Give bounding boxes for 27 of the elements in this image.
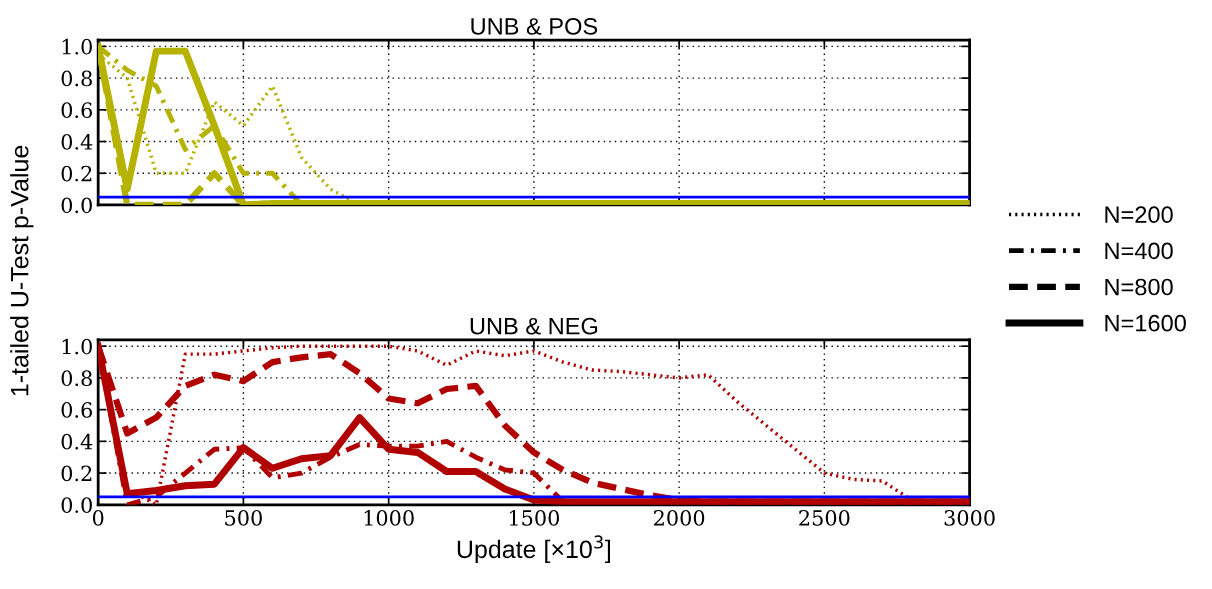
chart-title: UNB & NEG: [470, 317, 598, 335]
x-tick-label: 500: [225, 510, 262, 526]
y-tick-label: 0.2: [61, 465, 92, 482]
y-tick-label: 0.2: [61, 165, 92, 182]
text: N=200: [1105, 206, 1173, 224]
x-tick-label: 2000: [654, 510, 705, 526]
y-tick-label: 1.0: [62, 338, 92, 355]
x-axis-title: Update [×10$^{3}$]: [457, 535, 611, 564]
y-tick-label: 1.0: [62, 38, 92, 55]
y-tick-label: 0.6: [61, 102, 92, 119]
chart-title: UNB & POS: [471, 18, 598, 35]
y-tick-label: 0.4: [61, 133, 93, 150]
text: N=400: [1105, 242, 1173, 260]
text: N=800: [1105, 278, 1173, 296]
x-tick-label: 1500: [509, 510, 560, 526]
x-tick-label: 3000: [944, 510, 995, 526]
x-tick-label: 0: [92, 510, 104, 526]
y-tick-label: 0.0: [61, 497, 92, 513]
y-tick-label: 0.8: [61, 370, 92, 387]
x-tick-label: 1000: [364, 510, 414, 526]
x-tick-label: 2500: [799, 510, 850, 526]
y-tick-label: 0.8: [61, 70, 92, 87]
text: N=1600: [1105, 314, 1186, 332]
y-tick-label: 0.4: [61, 433, 93, 450]
y-tick-label: 0.0: [61, 197, 92, 214]
y-axis-title: 1-tailed U-Test p-Value: [10, 145, 34, 396]
y-tick-label: 0.6: [61, 402, 92, 418]
